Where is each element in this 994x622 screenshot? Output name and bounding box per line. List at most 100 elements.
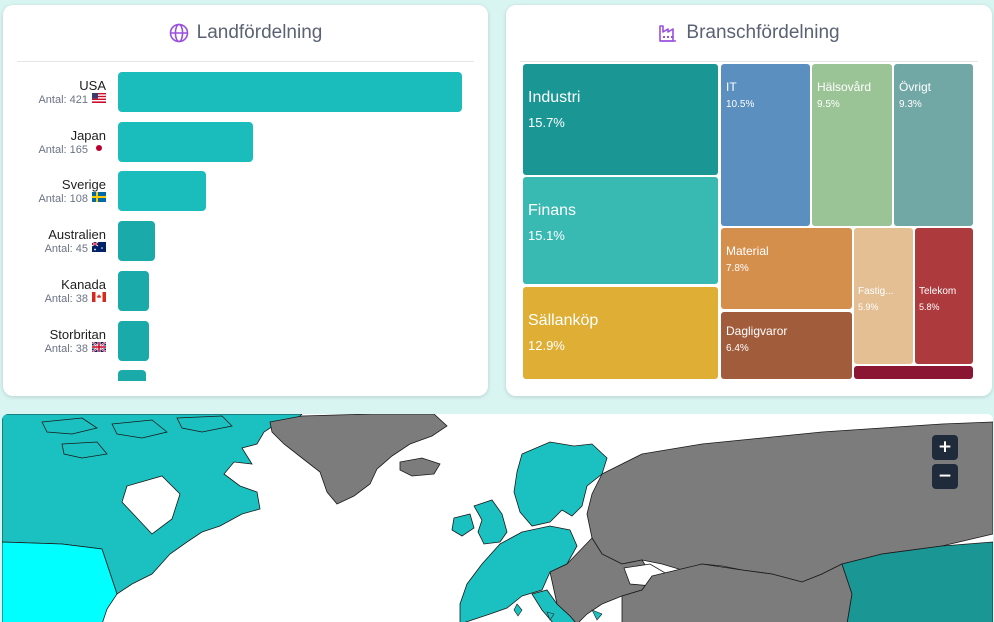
country-count-text: Antal: 45: [44, 243, 88, 256]
treemap-tile-percent: 15.1%: [528, 228, 565, 243]
country-count: Antal: 108: [38, 192, 106, 206]
country-bar-row[interactable]: Kanada Antal: 38: [3, 270, 488, 311]
country-bar-row[interactable]: Japan Antal: 165: [3, 121, 488, 162]
country-bar[interactable]: [118, 320, 149, 361]
ca-flag-icon: [92, 291, 106, 306]
treemap-tile-label: Material: [726, 244, 769, 258]
country-name: Australien: [48, 227, 106, 243]
industry-treemap: Industri 15.7% Finans 15.1% Sällanköp 12.9% IT…: [523, 64, 975, 382]
us-flag-icon: [92, 93, 106, 107]
treemap-tile-label: Sällanköp: [528, 312, 599, 329]
zoom-in-button[interactable]: +: [932, 435, 958, 460]
map-region-ireland: [451, 513, 475, 537]
country-name: Storbritan: [49, 326, 106, 342]
country-bar-label: Australien Antal: 45: [45, 227, 106, 256]
treemap-tile[interactable]: Telekom 5.8%: [915, 228, 973, 364]
country-bar-row[interactable]: [3, 370, 488, 381]
world-map-canvas[interactable]: [2, 414, 993, 622]
country-count: Antal: 421: [38, 93, 106, 107]
country-bar-label: Japan Antal: 165: [38, 128, 106, 157]
industry-card-header: Branschfördelning: [520, 5, 978, 62]
map-region-usa: [2, 541, 118, 622]
map-region-hudson-bay: [121, 475, 181, 535]
country-bar-row[interactable]: Sverige Antal: 108: [3, 171, 488, 212]
map-region-mediterranean-islands: [513, 603, 603, 621]
country-name: USA: [79, 78, 106, 93]
treemap-tile[interactable]: Dagligvaror 6.4%: [721, 312, 852, 379]
treemap-tile[interactable]: Hälsovård 9.5%: [812, 64, 892, 226]
treemap-tile-percent: 9.3%: [899, 99, 922, 110]
country-bar-row[interactable]: Storbritan Antal: 38: [3, 320, 488, 361]
treemap-tile-percent: 5.9%: [858, 302, 879, 312]
country-count: Antal: 165: [38, 142, 106, 157]
country-bar-label: Kanada Antal: 38: [45, 277, 106, 306]
country-count: Antal: 38: [44, 291, 106, 306]
world-map[interactable]: + −: [2, 414, 993, 622]
country-count-text: Antal: 108: [38, 193, 88, 206]
country-bar-row[interactable]: USA Antal: 421: [3, 72, 488, 112]
country-bar[interactable]: [118, 72, 462, 112]
treemap-tile-label: Industri: [528, 89, 581, 106]
map-region-arctic-islands: [41, 415, 233, 459]
treemap-tile[interactable]: Sällanköp 12.9%: [523, 287, 718, 379]
industry-distribution-card: Branschfördelning Industri 15.7% Finans 15.…: [506, 5, 992, 396]
map-region-uk: [473, 499, 508, 545]
country-distribution-card: Landfördelning USA Antal: 421 Japan Antal: …: [3, 5, 488, 396]
au-flag-icon: [92, 242, 106, 256]
country-bar-row[interactable]: Australien Antal: 45: [3, 221, 488, 262]
country-bar[interactable]: [118, 221, 155, 262]
country-count-text: Antal: 38: [44, 292, 88, 305]
zoom-out-button[interactable]: −: [932, 464, 958, 489]
treemap-tile-label: Fastig...: [858, 286, 894, 297]
country-name: Sverige: [61, 177, 106, 193]
map-region-china: [841, 541, 993, 622]
gb-flag-icon: [92, 341, 106, 356]
country-count-text: Antal: 38: [44, 342, 88, 355]
map-region-iceland: [399, 457, 441, 477]
map-region-scandinavia: [513, 441, 608, 527]
country-bar[interactable]: [118, 270, 149, 311]
treemap-tile-label: Hälsovård: [817, 80, 872, 94]
treemap-tile-percent: 9.5%: [817, 99, 840, 110]
treemap-tile-label: IT: [726, 80, 737, 94]
treemap-tile-label: Finans: [528, 202, 577, 219]
treemap-tile[interactable]: Industri 15.7%: [523, 64, 718, 175]
country-count-text: Antal: 165: [38, 143, 88, 156]
country-card-title: Landfördelning: [196, 22, 323, 43]
treemap-tile-label: Telekom: [919, 286, 957, 297]
factory-icon: [658, 23, 678, 43]
se-flag-icon: [92, 192, 106, 206]
country-bar[interactable]: [118, 121, 253, 162]
treemap-tile[interactable]: Fastig... 5.9%: [854, 228, 913, 364]
country-count: Antal: 45: [45, 242, 106, 256]
treemap-tile-percent: 5.8%: [919, 302, 940, 312]
treemap-tile[interactable]: Övrigt 9.3%: [894, 64, 973, 226]
industry-card-title: Branschfördelning: [686, 22, 840, 43]
map-region-greenland: [269, 414, 448, 505]
treemap-tile-percent: 15.7%: [528, 115, 565, 130]
country-count-text: Antal: 421: [38, 94, 88, 106]
map-region-western-europe: [459, 525, 578, 622]
country-name: Japan: [70, 127, 106, 143]
country-count: Antal: 38: [44, 341, 106, 356]
country-card-header: Landfördelning: [17, 5, 474, 62]
treemap-tile-percent: 6.4%: [726, 343, 749, 354]
treemap-tile-percent: 7.8%: [726, 263, 749, 274]
treemap-tile-percent: 12.9%: [528, 338, 565, 353]
jp-flag-icon: [92, 142, 106, 157]
treemap-tile[interactable]: [854, 366, 973, 379]
country-bar-label: Sverige Antal: 108: [38, 177, 106, 206]
country-bar[interactable]: [118, 171, 206, 212]
country-bar-label: Storbritan Antal: 38: [45, 327, 106, 356]
treemap-tile-label: Dagligvaror: [726, 324, 788, 338]
treemap-tile[interactable]: Material 7.8%: [721, 228, 852, 309]
treemap-tile-label: Övrigt: [899, 80, 932, 94]
country-bar[interactable]: [118, 370, 146, 381]
treemap-tile[interactable]: Finans 15.1%: [523, 177, 718, 284]
treemap-tile[interactable]: IT 10.5%: [721, 64, 810, 226]
treemap-tile-percent: 10.5%: [726, 99, 755, 110]
country-bar-chart: USA Antal: 421 Japan Antal: 165 Sverige Antal…: [3, 67, 488, 381]
country-bar-label: USA Antal: 421: [38, 78, 106, 107]
globe-icon: [169, 23, 189, 43]
country-name: Kanada: [61, 276, 106, 292]
